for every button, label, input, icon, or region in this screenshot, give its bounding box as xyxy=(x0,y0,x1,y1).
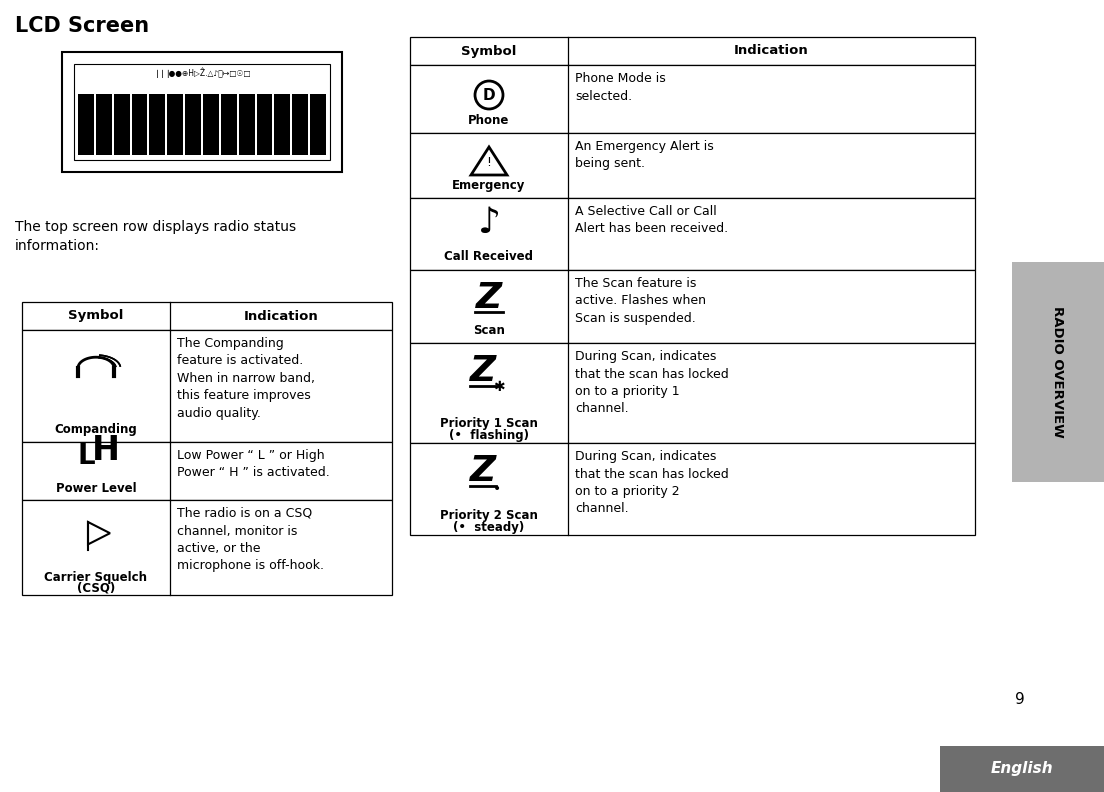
Text: Phone Mode is
selected.: Phone Mode is selected. xyxy=(575,72,666,102)
Text: Indication: Indication xyxy=(734,44,809,58)
Bar xyxy=(168,94,183,155)
Bar xyxy=(22,500,392,595)
Text: Z: Z xyxy=(476,281,502,315)
Text: Low Power “ L ” or High
Power “ H ” is activated.: Low Power “ L ” or High Power “ H ” is a… xyxy=(177,449,330,479)
Text: Symbol: Symbol xyxy=(68,310,124,322)
Text: The Scan feature is
active. Flashes when
Scan is suspended.: The Scan feature is active. Flashes when… xyxy=(575,277,705,325)
Bar xyxy=(22,330,392,442)
Text: H: H xyxy=(92,434,120,467)
Bar xyxy=(275,94,290,155)
Text: (•  flashing): (• flashing) xyxy=(449,428,529,441)
Bar xyxy=(256,94,273,155)
Text: ✱: ✱ xyxy=(493,380,505,394)
Bar xyxy=(410,270,975,343)
Text: LCD Screen: LCD Screen xyxy=(15,16,149,36)
Text: Z: Z xyxy=(470,354,496,388)
Bar xyxy=(238,94,255,155)
Bar xyxy=(410,343,975,443)
Bar xyxy=(293,94,308,155)
Text: The radio is on a CSQ
channel, monitor is
active, or the
microphone is off-hook.: The radio is on a CSQ channel, monitor i… xyxy=(177,507,323,573)
Text: RADIO OVERVIEW: RADIO OVERVIEW xyxy=(1051,307,1064,438)
Bar xyxy=(74,64,330,160)
Text: Carrier Squelch: Carrier Squelch xyxy=(44,570,148,584)
Text: ▕▕▕●●⊕H▷Ẑ.△♪ⓞ↦□☉□: ▕▕▕●●⊕H▷Ẑ.△♪ⓞ↦□☉□ xyxy=(152,68,252,78)
Text: English: English xyxy=(990,761,1053,776)
Bar xyxy=(203,94,219,155)
Text: Scan: Scan xyxy=(473,323,505,337)
Text: Phone: Phone xyxy=(468,113,510,127)
Bar xyxy=(114,94,129,155)
Text: Z: Z xyxy=(470,454,496,488)
Text: Call Received: Call Received xyxy=(445,250,533,264)
Text: 9: 9 xyxy=(1015,692,1025,707)
Text: !: ! xyxy=(487,157,491,169)
Bar xyxy=(940,746,1104,792)
Bar xyxy=(78,94,94,155)
Bar xyxy=(221,94,236,155)
Text: During Scan, indicates
that the scan has locked
on to a priority 2
channel.: During Scan, indicates that the scan has… xyxy=(575,450,729,516)
Bar xyxy=(410,198,975,270)
Text: The top screen row displays radio status
information:: The top screen row displays radio status… xyxy=(15,220,296,253)
Text: (•  steady): (• steady) xyxy=(454,520,524,534)
Bar xyxy=(185,94,201,155)
Bar xyxy=(149,94,166,155)
Text: (CSQ): (CSQ) xyxy=(77,581,115,595)
Bar xyxy=(131,94,148,155)
Text: ♪: ♪ xyxy=(478,206,500,240)
Bar xyxy=(1012,262,1104,482)
Bar xyxy=(96,94,112,155)
Text: The Companding
feature is activated.
When in narrow band,
this feature improves
: The Companding feature is activated. Whe… xyxy=(177,337,315,420)
Text: Companding: Companding xyxy=(54,424,137,436)
Text: L: L xyxy=(77,442,95,470)
Text: D: D xyxy=(482,87,496,102)
Text: An Emergency Alert is
being sent.: An Emergency Alert is being sent. xyxy=(575,140,714,170)
Text: Symbol: Symbol xyxy=(461,44,517,58)
Text: During Scan, indicates
that the scan has locked
on to a priority 1
channel.: During Scan, indicates that the scan has… xyxy=(575,350,729,416)
Text: Priority 1 Scan: Priority 1 Scan xyxy=(440,417,538,429)
Bar xyxy=(410,37,975,65)
Bar xyxy=(410,443,975,535)
Text: Priority 2 Scan: Priority 2 Scan xyxy=(440,508,538,521)
Bar xyxy=(410,65,975,133)
FancyBboxPatch shape xyxy=(62,52,342,172)
Bar xyxy=(310,94,326,155)
Text: A Selective Call or Call
Alert has been received.: A Selective Call or Call Alert has been … xyxy=(575,205,729,235)
Text: •: • xyxy=(492,482,501,496)
Bar xyxy=(22,442,392,500)
Bar xyxy=(410,133,975,198)
Text: Indication: Indication xyxy=(244,310,318,322)
Text: Power Level: Power Level xyxy=(55,482,136,494)
Text: Emergency: Emergency xyxy=(453,178,526,192)
Bar xyxy=(22,302,392,330)
